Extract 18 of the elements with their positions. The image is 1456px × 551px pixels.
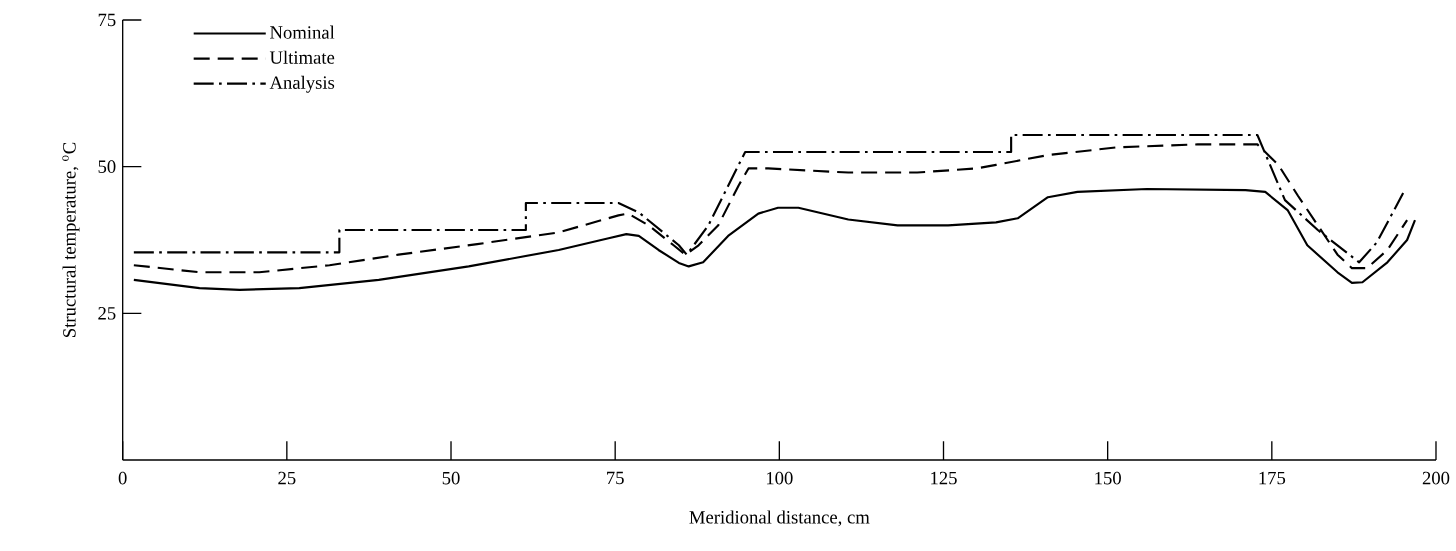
x-tick-label: 200: [1422, 471, 1450, 485]
y-tick-label: 25: [98, 307, 116, 320]
legend-label: Analysis: [269, 75, 335, 93]
y-tick-label: 75: [98, 13, 116, 27]
x-tick-label: 175: [1259, 471, 1286, 485]
line-series: [132, 188, 1417, 292]
x-tick-label: 75: [607, 471, 624, 485]
legend-label: Nominal: [270, 25, 335, 39]
x-tick-label: 150: [1095, 471, 1121, 485]
x-axis-title: Meridional distance, cm: [689, 510, 870, 527]
x-tick-label: 125: [931, 471, 957, 485]
y-axis-title: Structural temperature, $^{o}$C: [62, 143, 80, 338]
x-tick-label: 100: [766, 471, 793, 485]
x-tick-label: 50: [442, 471, 460, 485]
y-tick-label: 50: [98, 160, 116, 174]
legend-label: Ultimate: [269, 50, 335, 65]
x-tick-label: 0: [118, 471, 127, 485]
x-tick-label: 25: [278, 471, 296, 485]
